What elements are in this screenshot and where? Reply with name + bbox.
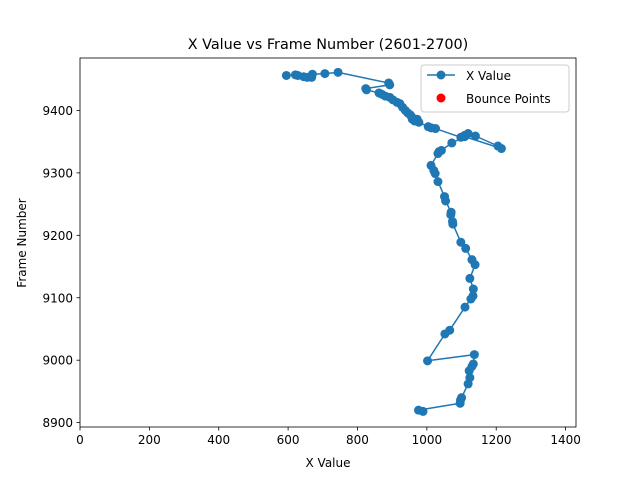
x-value-point [469,350,479,360]
legend-line-marker [436,70,446,80]
x-value-point [441,196,451,206]
y-tick-label: 9300 [42,166,73,180]
x-tick-label: 1200 [481,433,512,447]
legend-label-bounce-points: Bounce Points [466,92,551,106]
x-value-point [460,302,470,312]
x-value-point [466,294,476,304]
x-value-point [460,132,470,142]
y-axis-label: Frame Number [15,198,29,287]
x-value-point [496,144,506,154]
y-tick-label: 9100 [42,291,73,305]
x-value-point [433,177,443,187]
x-value-point [281,70,291,80]
x-tick-label: 0 [76,433,84,447]
x-value-point [431,124,441,134]
x-value-point [463,379,473,389]
x-tick-label: 400 [207,433,230,447]
x-value-point [385,80,395,90]
x-value-point [430,169,440,179]
x-value-point [433,149,443,159]
x-tick-label: 800 [346,433,369,447]
x-tick-label: 600 [277,433,300,447]
x-value-point [455,398,465,408]
x-value-point [362,85,372,95]
x-value-point [461,243,471,253]
legend: X Value Bounce Points [420,64,570,113]
x-value-point [470,260,480,270]
x-value-point [423,356,433,366]
y-tick-label: 9400 [42,104,73,118]
chart-title: X Value vs Frame Number (2601-2700) [188,37,469,53]
x-value-point [333,67,343,77]
x-axis-label: X Value [306,456,351,470]
x-value-point [465,273,475,283]
x-value-point [446,210,456,220]
x-value-point [468,284,478,294]
x-value-point [456,237,466,247]
x-value-point [448,219,458,229]
x-value-point [320,69,330,79]
legend-label-x-value: X Value [466,69,511,83]
x-tick-label: 1400 [550,433,581,447]
x-value-point [418,406,428,416]
plot-area [281,67,506,416]
x-value-point [464,366,474,376]
x-value-point [470,131,480,141]
x-value-point [414,117,424,127]
y-tick-label: 9200 [42,229,73,243]
legend-frame [420,64,570,113]
y-axis: 8900 9000 9100 9200 9300 9400 [42,104,80,430]
legend-bounce-marker [436,93,446,103]
x-value-point [440,329,450,339]
y-tick-label: 8900 [42,416,73,430]
axes-frame [79,57,577,428]
x-axis: 0 200 400 600 800 1000 1200 1400 [76,427,581,447]
x-value-point [447,138,457,148]
x-tick-label: 200 [138,433,161,447]
y-tick-label: 9000 [42,354,73,368]
x-value-point [307,69,317,79]
x-tick-label: 1000 [412,433,443,447]
